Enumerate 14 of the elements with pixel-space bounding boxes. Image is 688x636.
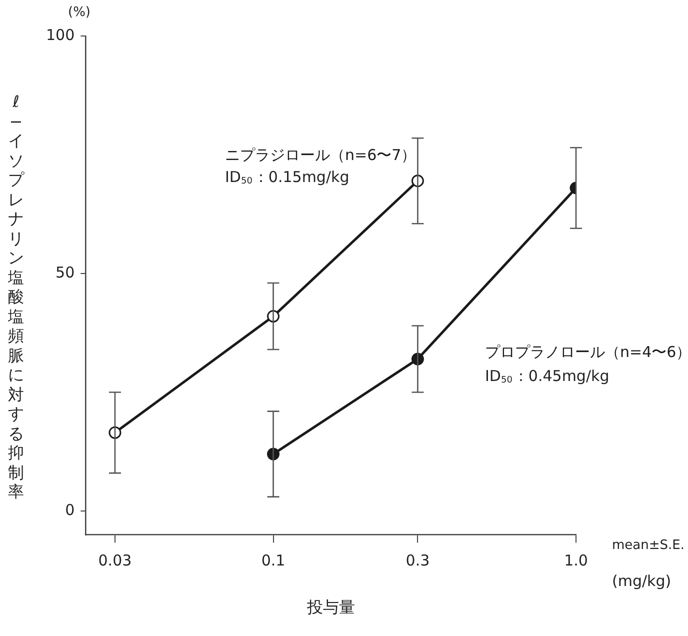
x-tick-label: 0.1 <box>261 552 286 570</box>
y-tick-label: 100 <box>46 26 75 44</box>
y-tick-label: 50 <box>56 263 75 282</box>
text: (mg/kg) <box>612 572 672 590</box>
text: プロプラノロール（n=4〜6） <box>485 343 688 361</box>
x-tick-label: 0.3 <box>406 552 430 570</box>
x-tick-label: 1.0 <box>564 552 588 570</box>
y-tick-label: 0 <box>65 500 75 519</box>
x-axis-title: 投与量 <box>306 598 355 617</box>
series-label: ニプラジロール（n=6〜7） <box>225 146 416 164</box>
text: mean±S.E. <box>612 538 684 553</box>
text: (%) <box>68 5 90 20</box>
x-tick-label: 0.03 <box>98 552 132 570</box>
text: ℓ−イソプレナリン塩酸塩頻脈に対する抑制率 <box>8 92 24 501</box>
